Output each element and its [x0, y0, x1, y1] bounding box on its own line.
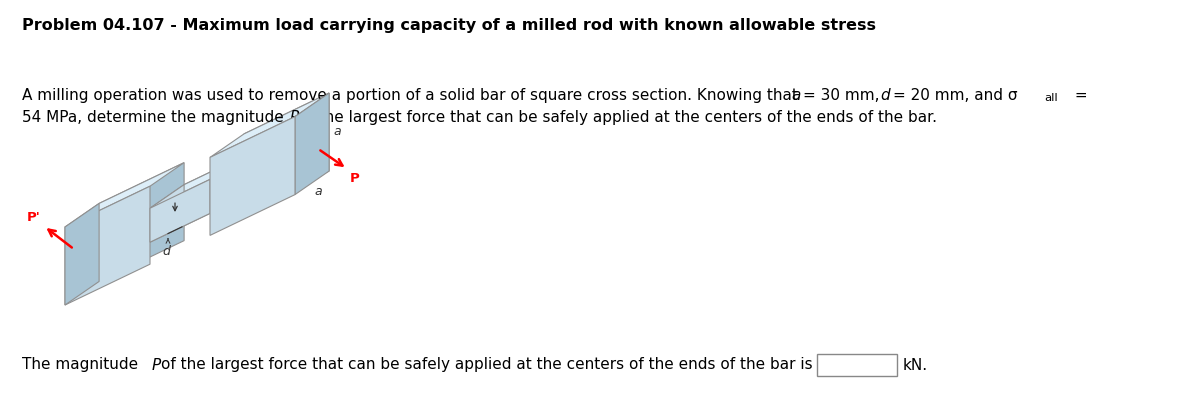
Polygon shape	[65, 163, 184, 227]
Text: 54 MPa, determine the magnitude: 54 MPa, determine the magnitude	[22, 110, 289, 125]
Text: d: d	[162, 244, 170, 257]
Text: = 30 mm,: = 30 mm,	[800, 88, 884, 103]
Text: = 20 mm, and σ: = 20 mm, and σ	[890, 88, 1018, 103]
Text: a: a	[314, 185, 322, 198]
Polygon shape	[210, 93, 329, 158]
Polygon shape	[244, 93, 329, 212]
Polygon shape	[210, 156, 244, 213]
Text: of the largest force that can be safely applied at the centers of the ends of th: of the largest force that can be safely …	[161, 358, 812, 372]
Text: The magnitude: The magnitude	[22, 358, 143, 372]
Polygon shape	[295, 93, 329, 195]
Text: all: all	[1044, 93, 1057, 103]
Text: P: P	[290, 110, 299, 125]
Text: P: P	[152, 358, 161, 372]
Text: P: P	[350, 172, 360, 185]
Text: a: a	[334, 124, 341, 138]
Text: P': P'	[26, 211, 40, 224]
Polygon shape	[150, 190, 244, 242]
Polygon shape	[184, 156, 244, 219]
Polygon shape	[65, 186, 150, 305]
Text: d: d	[880, 88, 889, 103]
Polygon shape	[150, 179, 210, 242]
Text: kN.: kN.	[904, 358, 928, 372]
Text: A milling operation was used to remove a portion of a solid bar of square cross : A milling operation was used to remove a…	[22, 88, 803, 103]
Polygon shape	[100, 163, 184, 282]
Polygon shape	[65, 204, 100, 305]
Polygon shape	[150, 185, 184, 242]
Text: of the largest force that can be safely applied at the centers of the ends of th: of the largest force that can be safely …	[299, 110, 937, 125]
Text: a: a	[791, 88, 800, 103]
Polygon shape	[210, 117, 295, 236]
Text: =: =	[1070, 88, 1087, 103]
Polygon shape	[150, 156, 244, 208]
Text: Problem 04.107 - Maximum load carrying capacity of a milled rod with known allow: Problem 04.107 - Maximum load carrying c…	[22, 18, 876, 33]
FancyBboxPatch shape	[817, 354, 898, 376]
